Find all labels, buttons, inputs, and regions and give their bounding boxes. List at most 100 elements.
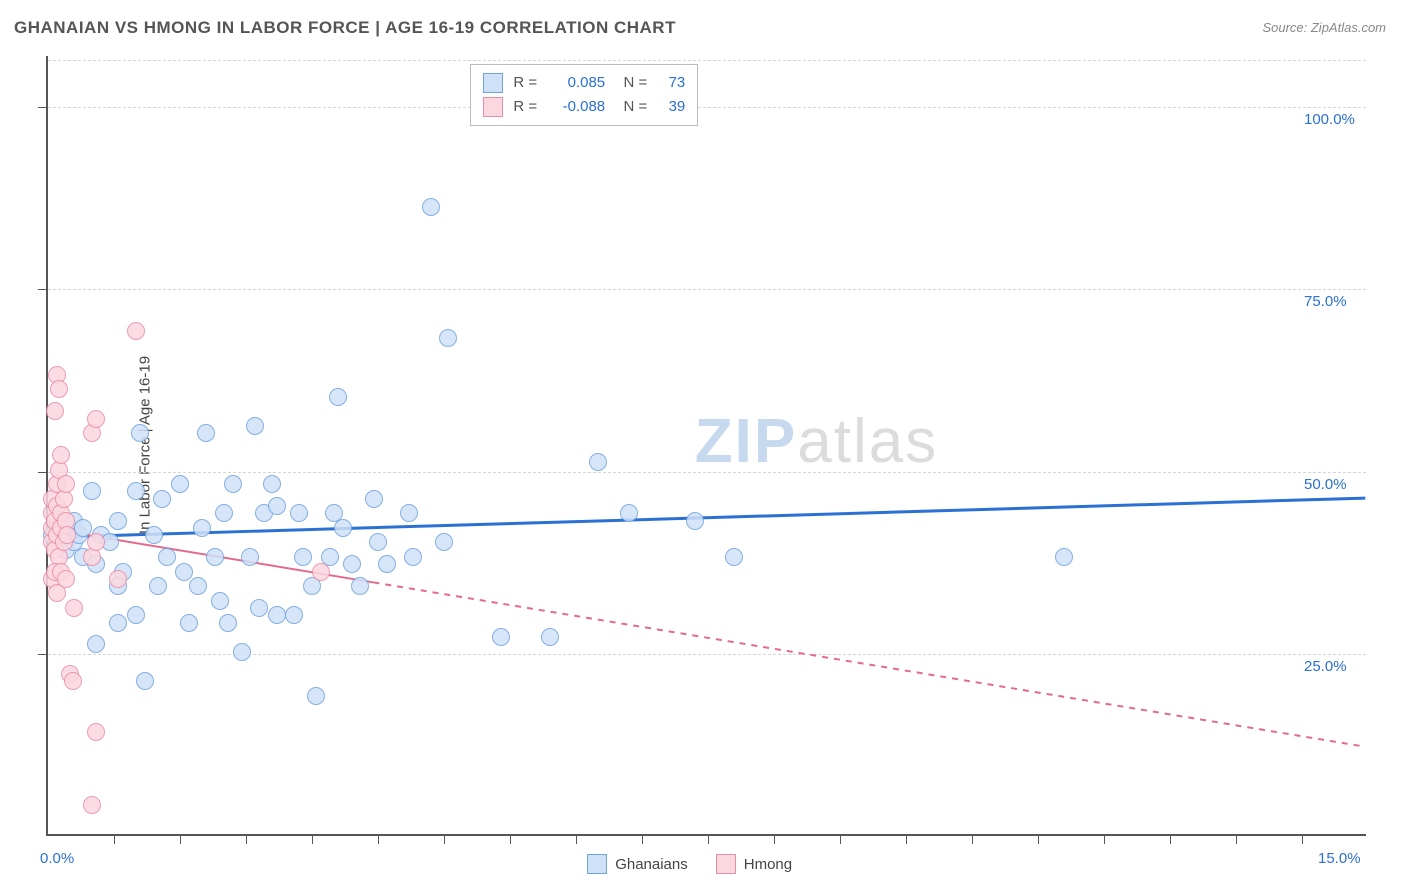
- x-tick: [444, 834, 445, 844]
- data-point: [351, 577, 369, 595]
- x-tick: [1104, 834, 1105, 844]
- data-point: [620, 504, 638, 522]
- y-tick: [38, 107, 48, 108]
- data-point: [109, 512, 127, 530]
- corr-n-label: N =: [615, 98, 647, 115]
- data-point: [58, 526, 76, 544]
- data-point: [74, 519, 92, 537]
- series-swatch: [483, 73, 503, 93]
- x-tick: [1170, 834, 1171, 844]
- watermark: ZIPatlas: [695, 406, 938, 477]
- data-point: [158, 548, 176, 566]
- chart-title: GHANAIAN VS HMONG IN LABOR FORCE | AGE 1…: [14, 18, 676, 38]
- gridline-h: [48, 60, 1366, 61]
- data-point: [180, 614, 198, 632]
- data-point: [171, 475, 189, 493]
- y-tick-label: 75.0%: [1304, 293, 1347, 310]
- data-point: [329, 388, 347, 406]
- y-tick-label: 100.0%: [1304, 111, 1355, 128]
- data-point: [343, 555, 361, 573]
- watermark-light: atlas: [797, 407, 938, 476]
- data-point: [52, 446, 70, 464]
- x-tick: [708, 834, 709, 844]
- series-legend: Ghanaians Hmong: [587, 854, 792, 874]
- x-tick-label: 0.0%: [40, 850, 74, 867]
- data-point: [46, 402, 64, 420]
- data-point: [127, 322, 145, 340]
- data-point: [541, 628, 559, 646]
- data-point: [153, 490, 171, 508]
- trendline: [49, 498, 1366, 537]
- x-tick: [906, 834, 907, 844]
- watermark-bold: ZIP: [695, 407, 797, 476]
- data-point: [435, 533, 453, 551]
- x-tick: [1302, 834, 1303, 844]
- x-tick: [774, 834, 775, 844]
- corr-n-value: 73: [657, 74, 685, 91]
- data-point: [87, 723, 105, 741]
- data-point: [224, 475, 242, 493]
- data-point: [145, 526, 163, 544]
- x-tick: [378, 834, 379, 844]
- data-point: [109, 614, 127, 632]
- trendline: [373, 582, 1365, 746]
- data-point: [312, 563, 330, 581]
- gridline-h: [48, 289, 1366, 290]
- data-point: [334, 519, 352, 537]
- data-point: [50, 380, 68, 398]
- corr-n-value: 39: [657, 98, 685, 115]
- x-tick-label: 15.0%: [1318, 850, 1361, 867]
- x-tick: [246, 834, 247, 844]
- data-point: [127, 606, 145, 624]
- legend-label: Ghanaians: [615, 856, 688, 873]
- data-point: [211, 592, 229, 610]
- correlation-box: R =0.085 N =73R =-0.088 N =39: [470, 64, 698, 126]
- gridline-h: [48, 107, 1366, 108]
- source-attribution: Source: ZipAtlas.com: [1262, 20, 1386, 35]
- data-point: [175, 563, 193, 581]
- y-axis-label: In Labor Force | Age 16-19: [137, 356, 154, 534]
- y-tick: [38, 289, 48, 290]
- trendlines-layer: [48, 56, 1366, 834]
- data-point: [1055, 548, 1073, 566]
- y-tick: [38, 654, 48, 655]
- data-point: [439, 329, 457, 347]
- corr-r-label: R =: [513, 74, 537, 91]
- data-point: [290, 504, 308, 522]
- data-point: [263, 475, 281, 493]
- y-tick-label: 25.0%: [1304, 658, 1347, 675]
- legend-item: Ghanaians: [587, 854, 688, 874]
- data-point: [83, 482, 101, 500]
- data-point: [109, 570, 127, 588]
- x-tick: [180, 834, 181, 844]
- data-point: [365, 490, 383, 508]
- plot-area: In Labor Force | Age 16-19 ZIPatlas R = 0…: [46, 56, 1366, 836]
- data-point: [215, 504, 233, 522]
- x-tick: [840, 834, 841, 844]
- data-point: [57, 570, 75, 588]
- y-tick-label: 50.0%: [1304, 476, 1347, 493]
- data-point: [189, 577, 207, 595]
- legend-label: Hmong: [744, 856, 792, 873]
- data-point: [64, 672, 82, 690]
- series-swatch: [483, 97, 503, 117]
- corr-n-label: N =: [615, 74, 647, 91]
- data-point: [250, 599, 268, 617]
- gridline-h: [48, 472, 1366, 473]
- series-swatch: [587, 854, 607, 874]
- x-tick: [1038, 834, 1039, 844]
- data-point: [57, 475, 75, 493]
- data-point: [294, 548, 312, 566]
- corr-r-value: 0.085: [547, 74, 605, 91]
- data-point: [268, 606, 286, 624]
- corr-r-value: -0.088: [547, 98, 605, 115]
- data-point: [83, 796, 101, 814]
- data-point: [241, 548, 259, 566]
- correlation-row: R =-0.088 N =39: [483, 95, 685, 119]
- data-point: [197, 424, 215, 442]
- data-point: [246, 417, 264, 435]
- y-tick: [38, 472, 48, 473]
- x-tick: [972, 834, 973, 844]
- x-tick: [576, 834, 577, 844]
- data-point: [268, 497, 286, 515]
